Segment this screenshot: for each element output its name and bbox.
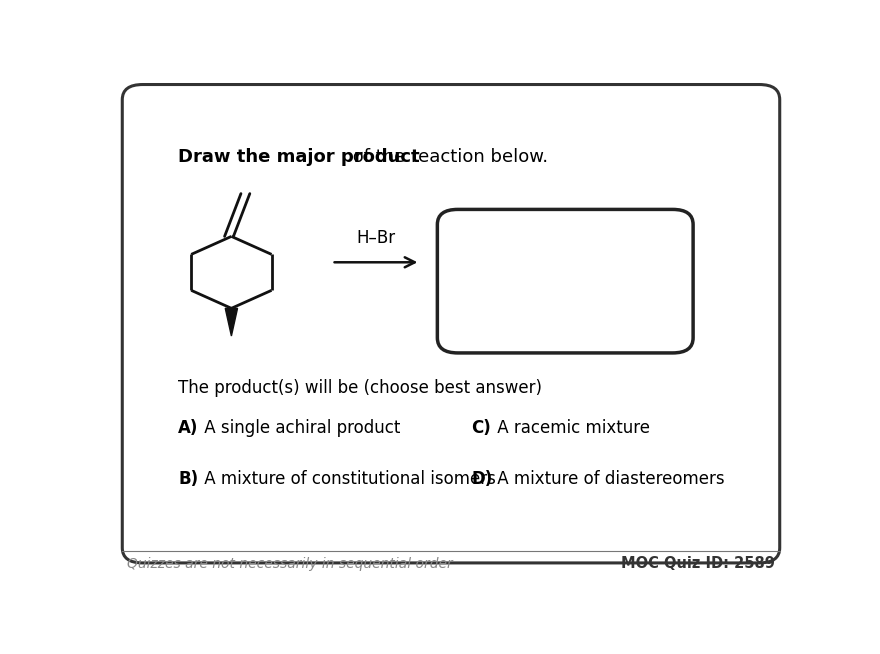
Polygon shape [225, 308, 238, 336]
Text: A single achiral product: A single achiral product [199, 419, 400, 438]
Text: B): B) [179, 470, 198, 488]
Text: MOC Quiz ID: 2589: MOC Quiz ID: 2589 [621, 556, 775, 571]
Text: D): D) [472, 470, 493, 488]
Text: Quizzes are not necessarily in sequential order: Quizzes are not necessarily in sequentia… [127, 557, 453, 571]
Text: A mixture of diastereomers: A mixture of diastereomers [492, 470, 724, 488]
FancyBboxPatch shape [122, 84, 780, 563]
FancyBboxPatch shape [437, 209, 693, 353]
Text: of the reaction below.: of the reaction below. [348, 148, 548, 165]
Text: A mixture of constitutional isomers: A mixture of constitutional isomers [199, 470, 495, 488]
Text: A): A) [179, 419, 199, 438]
Text: C): C) [472, 419, 491, 438]
Text: The product(s) will be (choose best answer): The product(s) will be (choose best answ… [179, 379, 542, 397]
Text: Draw the major product: Draw the major product [179, 148, 420, 165]
Text: H–Br: H–Br [356, 229, 395, 247]
Text: A racemic mixture: A racemic mixture [492, 419, 650, 438]
